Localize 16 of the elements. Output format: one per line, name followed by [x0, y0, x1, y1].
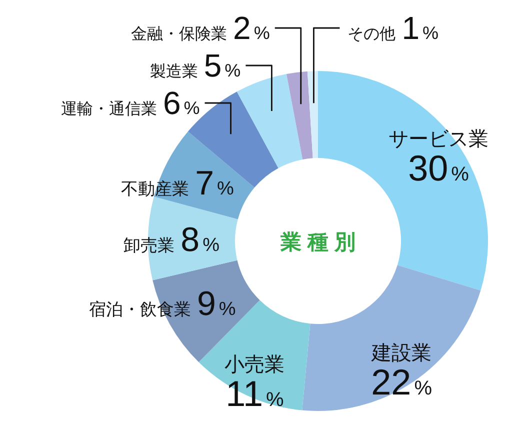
data-label: 11%	[226, 373, 284, 414]
slice-label: 金融・保険業	[131, 25, 228, 43]
slice-label: 小売業	[224, 354, 285, 376]
data-label: 9%	[196, 285, 236, 324]
data-label: 6%	[162, 85, 200, 121]
slice-label: 運輸・通信業	[60, 100, 157, 118]
data-label: 8%	[180, 221, 220, 260]
data-label: 7%	[195, 164, 234, 202]
text: 業種別	[280, 231, 362, 254]
slice-label: 不動産業	[121, 179, 190, 198]
data-label: 2%	[233, 10, 270, 46]
slice-label: その他	[348, 26, 396, 43]
slice-label: 製造業	[150, 62, 198, 80]
data-label: 1%	[402, 10, 439, 46]
slice-label: 卸売業	[124, 236, 175, 256]
data-label: 5%	[204, 48, 241, 84]
